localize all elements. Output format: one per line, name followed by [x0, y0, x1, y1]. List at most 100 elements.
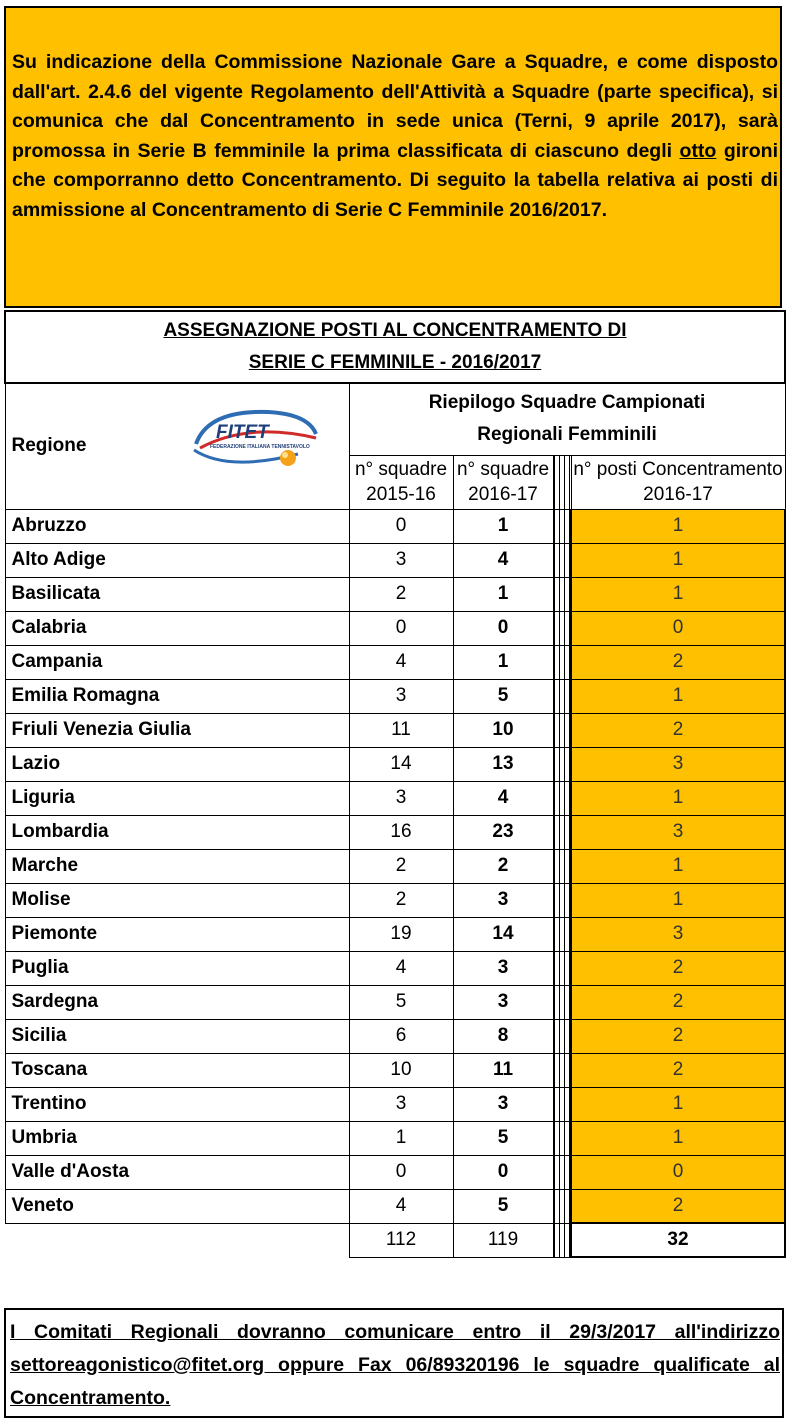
table-row: Lazio 14 13 3 [4, 746, 786, 782]
region-header: Regione [11, 435, 87, 457]
squadre-2016-17-cell: 5 [452, 1188, 554, 1224]
column-separator [552, 746, 572, 782]
notice-text: Su indicazione della Commissione Naziona… [12, 48, 778, 225]
squadre-2016-17-cell: 13 [452, 746, 554, 782]
squadre-2016-17-cell: 1 [452, 508, 554, 544]
col3-line1: n° posti Concentramento [573, 459, 783, 480]
region-cell: Liguria [4, 780, 350, 816]
posti-cell: 1 [570, 508, 786, 544]
column-separator [552, 848, 572, 884]
posti-cell: 0 [570, 610, 786, 646]
squadre-2016-17-cell: 1 [452, 644, 554, 680]
posti-cell: 2 [570, 712, 786, 748]
column-separator [552, 1120, 572, 1156]
fitet-logo-icon: FITET FEDERAZIONE ITALIANA TENNISTAVOLO [192, 409, 318, 466]
posti-cell: 1 [570, 1120, 786, 1156]
riepilogo-line2: Regionali Femminili [477, 424, 657, 446]
table-row: Marche 2 2 1 [4, 848, 786, 884]
table-row: Umbria 1 5 1 [4, 1120, 786, 1156]
region-cell: Trentino [4, 1086, 350, 1122]
squadre-2016-17-cell: 2 [452, 848, 554, 884]
squadre-2015-16-cell: 3 [348, 542, 454, 578]
region-cell: Emilia Romagna [4, 678, 350, 714]
notice-text-underlined: otto [679, 139, 717, 162]
squadre-2015-16-cell: 0 [348, 1154, 454, 1190]
region-cell: Friuli Venezia Giulia [4, 712, 350, 748]
posti-cell: 3 [570, 746, 786, 782]
posti-cell: 0 [570, 1154, 786, 1190]
squadre-2015-16-cell: 2 [348, 882, 454, 918]
squadre-2015-16-cell: 11 [348, 712, 454, 748]
logo-subtext: FEDERAZIONE ITALIANA TENNISTAVOLO [210, 444, 310, 450]
footer-box: I Comitati Regionali dovranno comunicare… [4, 1308, 784, 1418]
posti-cell: 1 [570, 780, 786, 816]
col3-line2: 2016-17 [643, 484, 713, 505]
posti-cell: 1 [570, 576, 786, 612]
posti-cell: 2 [570, 1018, 786, 1054]
posti-cell: 1 [570, 542, 786, 578]
table-row: Basilicata 2 1 1 [4, 576, 786, 612]
region-cell: Lazio [4, 746, 350, 782]
column-separator [552, 1222, 572, 1258]
squadre-2015-16-cell: 5 [348, 984, 454, 1020]
squadre-2016-17-cell: 3 [452, 1086, 554, 1122]
posti-cell: 2 [570, 644, 786, 680]
notice-text-part1: Su indicazione della Commissione Naziona… [12, 51, 778, 162]
squadre-2015-16-cell: 16 [348, 814, 454, 850]
region-cell: Alto Adige [4, 542, 350, 578]
total-2016-17: 119 [452, 1222, 554, 1258]
region-cell: Sicilia [4, 1018, 350, 1054]
squadre-2015-16-cell: 3 [348, 780, 454, 816]
column-separator [552, 984, 572, 1020]
posti-cell: 3 [570, 916, 786, 952]
posti-cell: 1 [570, 1086, 786, 1122]
squadre-2016-17-cell: 10 [452, 712, 554, 748]
squadre-2016-17-cell: 0 [452, 610, 554, 646]
squadre-2016-17-cell: 14 [452, 916, 554, 952]
squadre-2016-17-cell: 5 [452, 1120, 554, 1156]
posti-cell: 1 [570, 678, 786, 714]
col-header-2016-17: n° squadre 2016-17 [452, 454, 554, 510]
table-row: Trentino 3 3 1 [4, 1086, 786, 1122]
col-header-posti: n° posti Concentramento 2016-17 [570, 454, 786, 510]
squadre-2016-17-cell: 3 [452, 950, 554, 986]
squadre-2015-16-cell: 19 [348, 916, 454, 952]
region-cell: Molise [4, 882, 350, 918]
squadre-2015-16-cell: 6 [348, 1018, 454, 1054]
squadre-2016-17-cell: 4 [452, 542, 554, 578]
col2-line1: n° squadre [456, 459, 550, 480]
region-cell: Puglia [4, 950, 350, 986]
table-row: Sicilia 6 8 2 [4, 1018, 786, 1054]
column-separator [552, 814, 572, 850]
column-separator [552, 1052, 572, 1088]
column-separator [552, 678, 572, 714]
table-body: Abruzzo 0 1 1 Alto Adige 3 4 1 Basilicata 2 1 1 Cala… [4, 508, 786, 1224]
region-cell: Campania [4, 644, 350, 680]
total-2015-16: 112 [348, 1222, 454, 1258]
column-separator [552, 542, 572, 578]
squadre-2016-17-cell: 3 [452, 882, 554, 918]
table-row: Valle d'Aosta 0 0 0 [4, 1154, 786, 1190]
column-separator [552, 1018, 572, 1054]
column-separator [552, 712, 572, 748]
table-row: Puglia 4 3 2 [4, 950, 786, 986]
squadre-2016-17-cell: 8 [452, 1018, 554, 1054]
squadre-2016-17-cell: 5 [452, 678, 554, 714]
region-cell: Piemonte [4, 916, 350, 952]
col2-line2: 2016-17 [468, 484, 538, 505]
squadre-2015-16-cell: 2 [348, 848, 454, 884]
posti-cell: 2 [570, 950, 786, 986]
column-separator [552, 882, 572, 918]
table-row: Liguria 3 4 1 [4, 780, 786, 816]
column-separator [552, 950, 572, 986]
region-cell: Basilicata [4, 576, 350, 612]
squadre-2016-17-cell: 3 [452, 984, 554, 1020]
squadre-2016-17-cell: 0 [452, 1154, 554, 1190]
squadre-2016-17-cell: 4 [452, 780, 554, 816]
column-separator [552, 780, 572, 816]
posti-table: ASSEGNAZIONE POSTI AL CONCENTRAMENTO DI … [4, 310, 786, 1258]
column-separator [552, 576, 572, 612]
region-cell: Umbria [4, 1120, 350, 1156]
table-title: ASSEGNAZIONE POSTI AL CONCENTRAMENTO DI … [4, 310, 786, 384]
table-row: Alto Adige 3 4 1 [4, 542, 786, 578]
